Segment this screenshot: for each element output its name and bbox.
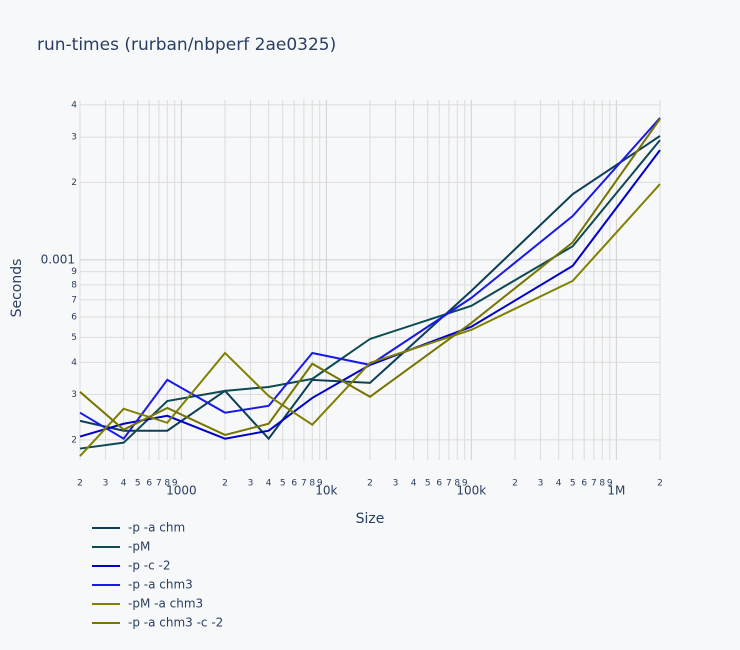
x-tick-label: 9 — [317, 479, 323, 489]
y-tick-label: 6 — [71, 313, 77, 323]
legend-label: -pM — [128, 540, 150, 554]
y-tick-label: 4 — [71, 358, 77, 368]
x-tick-label: 3 — [248, 479, 254, 489]
x-tick-label: 7 — [301, 479, 307, 489]
x-tick-label: 5 — [280, 479, 286, 489]
x-tick-label: 9 — [607, 479, 613, 489]
x-tick-label: 5 — [425, 479, 431, 489]
x-tick-label: 7 — [156, 479, 162, 489]
x-tick-label: 8 — [164, 479, 170, 489]
x-tick-label: 4 — [266, 479, 272, 489]
series-line — [79, 139, 661, 450]
x-tick-label: 8 — [454, 479, 460, 489]
series-line — [79, 117, 661, 441]
x-tick-label: 8 — [599, 479, 605, 489]
x-tick-label: 9 — [462, 479, 468, 489]
x-tick-label: 2 — [367, 479, 373, 489]
x-tick-label: 6 — [291, 479, 297, 489]
x-tick-label: 2 — [657, 479, 663, 489]
y-tick-label: 3 — [71, 390, 77, 400]
y-tick-label: 4 — [71, 100, 77, 110]
x-tick-label: 2 — [512, 479, 518, 489]
legend-label: -p -a chm3 — [128, 578, 193, 592]
y-tick-label: 3 — [71, 133, 77, 143]
x-tick-label: 1M — [607, 484, 625, 498]
x-tick-label: 2 — [222, 479, 228, 489]
x-tick-label: 2 — [77, 479, 83, 489]
y-tick-label: 2 — [71, 435, 77, 445]
y-tick-label: 5 — [71, 333, 77, 343]
series-line — [79, 183, 661, 457]
x-tick-label: 8 — [309, 479, 315, 489]
x-tick-label: 4 — [121, 479, 127, 489]
x-tick-label: 6 — [436, 479, 442, 489]
x-tick-label: 7 — [446, 479, 452, 489]
y-tick-label: 0.001 — [41, 252, 75, 266]
x-tick-label: 7 — [591, 479, 597, 489]
x-tick-label: 9 — [172, 479, 178, 489]
x-tick-label: 6 — [146, 479, 152, 489]
x-tick-label: 4 — [411, 479, 417, 489]
x-tick-label: 100k — [456, 484, 486, 498]
x-tick-label: 10k — [315, 484, 337, 498]
x-tick-label: 3 — [393, 479, 399, 489]
y-tick-label: 8 — [71, 280, 77, 290]
x-tick-label: 1000 — [166, 484, 197, 498]
y-tick-label: 7 — [71, 295, 77, 305]
x-tick-label: 3 — [103, 479, 109, 489]
x-axis-title: Size — [356, 511, 385, 527]
x-tick-label: 4 — [556, 479, 562, 489]
legend-label: -p -c -2 — [128, 559, 170, 573]
x-tick-label: 3 — [538, 479, 544, 489]
chart-title: run-times (rurban/nbperf 2ae0325) — [37, 35, 336, 55]
x-tick-label: 5 — [570, 479, 576, 489]
series-line — [79, 118, 661, 436]
y-axis-title: Seconds — [9, 259, 25, 318]
legend-label: -pM -a chm3 — [128, 597, 203, 611]
legend-label: -p -a chm3 -c -2 — [128, 616, 223, 630]
legend-label: -p -a chm — [128, 521, 185, 535]
x-tick-label: 5 — [135, 479, 141, 489]
y-tick-label: 2 — [71, 178, 77, 188]
y-tick-label: 9 — [71, 267, 77, 277]
x-tick-label: 6 — [581, 479, 587, 489]
